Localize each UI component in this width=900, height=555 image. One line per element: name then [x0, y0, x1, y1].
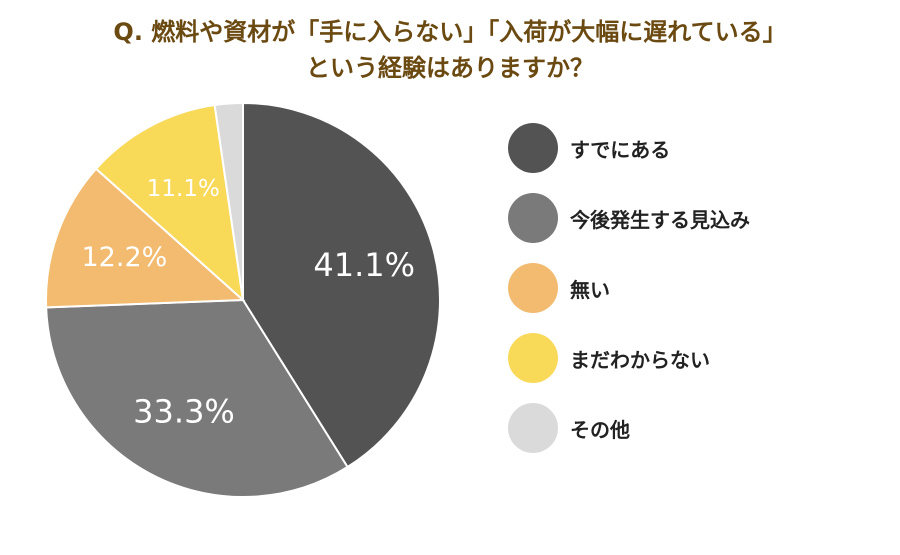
pie-data-label: 12.2% [82, 242, 168, 273]
legend-item-unknown: まだわからない [508, 333, 750, 383]
pie-slice-none [45, 167, 246, 309]
chart-title-line-2: という経験はありますか？ [306, 54, 594, 82]
pie-data-label: 33.3% [133, 392, 235, 430]
pie-slice-unknown [94, 103, 245, 303]
legend-item-other: その他 [508, 403, 750, 453]
pie-slice-already [242, 101, 441, 469]
pie-data-label: 11.1% [147, 176, 220, 202]
legend-swatch [508, 193, 558, 243]
legend-swatch [508, 333, 558, 383]
legend-label: まだわからない [570, 347, 710, 372]
legend-label: 今後発生する見込み [570, 207, 750, 232]
pie-slice-other [213, 101, 244, 301]
legend-item-expected: 今後発生する見込み [508, 193, 750, 243]
legend-swatch [508, 403, 558, 453]
pie-data-label: 41.1% [313, 246, 415, 284]
legend-label: その他 [570, 417, 630, 442]
legend-item-none: 無い [508, 263, 750, 313]
legend-swatch [508, 263, 558, 313]
chart-title: Q. 燃料や資材が「手に入らない」「入荷が大幅に遅れている」 という経験はありま… [0, 14, 900, 86]
legend-label: 無い [570, 277, 610, 302]
legend: すでにある 今後発生する見込み 無い まだわからない その他 [508, 123, 750, 473]
legend-label: すでにある [570, 137, 671, 162]
legend-swatch [508, 123, 558, 173]
legend-item-already: すでにある [508, 123, 750, 173]
pie-slice-expected [45, 298, 349, 498]
chart-title-line-1: Q. 燃料や資材が「手に入らない」「入荷が大幅に遅れている」 [113, 18, 787, 46]
